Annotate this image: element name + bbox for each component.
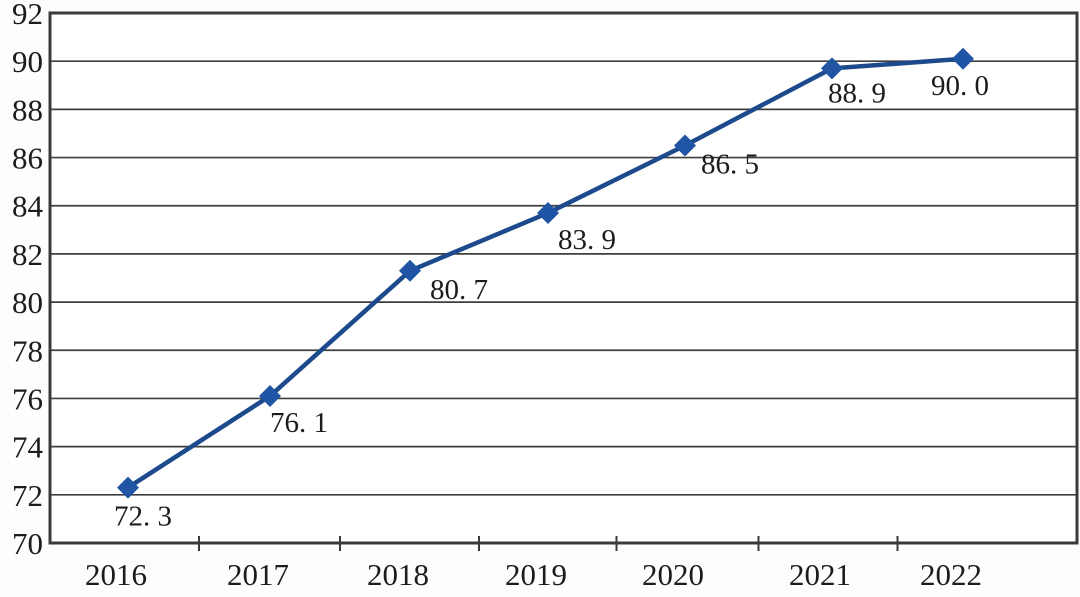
y-axis-tick-label: 84 xyxy=(12,189,44,224)
y-axis-tick-label: 90 xyxy=(12,44,43,79)
data-label: 86. 5 xyxy=(701,149,759,181)
x-axis-tick-label: 2022 xyxy=(920,557,982,592)
x-axis-tick-label: 2016 xyxy=(85,557,147,592)
data-point-marker xyxy=(674,134,696,157)
y-axis-tick-label: 86 xyxy=(12,141,43,176)
y-axis-tick-label: 72 xyxy=(12,478,43,513)
y-axis-tick-label: 80 xyxy=(12,285,43,320)
y-axis-tick-label: 82 xyxy=(12,237,43,272)
data-label: 88. 9 xyxy=(828,77,886,109)
y-axis-tick-label: 88 xyxy=(12,92,43,127)
y-axis-tick-label: 78 xyxy=(12,333,43,368)
data-label: 80. 7 xyxy=(430,274,488,306)
data-point-marker xyxy=(259,385,281,408)
x-axis-tick-label: 2017 xyxy=(227,557,289,592)
data-point-marker xyxy=(399,259,421,282)
y-axis-tick-label: 76 xyxy=(12,381,43,416)
data-point-marker xyxy=(952,47,974,70)
data-point-marker xyxy=(117,476,139,499)
y-axis-tick-label: 92 xyxy=(12,0,43,31)
data-label: 76. 1 xyxy=(270,407,328,439)
data-point-marker xyxy=(537,201,559,224)
data-label: 72. 3 xyxy=(114,501,172,533)
x-axis-tick-label: 2018 xyxy=(367,557,429,592)
x-axis-tick-label: 2021 xyxy=(789,557,851,592)
y-axis-tick-label: 74 xyxy=(12,430,44,465)
plot-area xyxy=(50,13,1077,543)
data-label: 83. 9 xyxy=(558,224,616,256)
data-point-marker xyxy=(821,57,843,80)
y-axis-tick-label: 70 xyxy=(12,526,43,561)
x-axis-tick-label: 2020 xyxy=(642,557,704,592)
plot-border xyxy=(48,11,1079,545)
data-label: 90. 0 xyxy=(931,70,989,102)
x-axis-tick-label: 2019 xyxy=(505,557,567,592)
